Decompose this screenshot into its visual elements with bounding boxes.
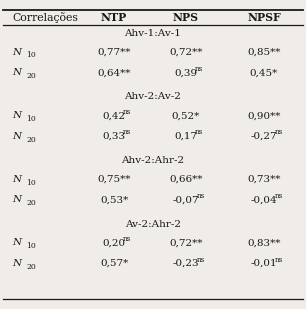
Text: 20: 20 xyxy=(26,136,36,144)
Text: -0,04: -0,04 xyxy=(251,195,277,205)
Text: ns: ns xyxy=(274,129,283,136)
Text: -0,23: -0,23 xyxy=(173,259,199,268)
Text: 0,75**: 0,75** xyxy=(97,175,131,184)
Text: ns: ns xyxy=(196,256,205,264)
Text: Av-2:Ahr-2: Av-2:Ahr-2 xyxy=(125,220,181,229)
Text: ns: ns xyxy=(274,256,283,264)
Text: Ahv-2:Ahr-2: Ahv-2:Ahr-2 xyxy=(121,156,185,165)
Text: N: N xyxy=(12,239,21,248)
Text: NPSF: NPSF xyxy=(247,12,281,23)
Text: N: N xyxy=(12,68,21,77)
Text: Ahv-2:Av-2: Ahv-2:Av-2 xyxy=(125,92,181,101)
Text: 0,90**: 0,90** xyxy=(247,111,281,120)
Text: 20: 20 xyxy=(26,263,36,271)
Text: ns: ns xyxy=(123,129,131,136)
Text: 10: 10 xyxy=(26,115,36,123)
Text: 0,53*: 0,53* xyxy=(100,195,128,205)
Text: Correlações: Correlações xyxy=(12,12,78,23)
Text: 20: 20 xyxy=(26,199,36,207)
Text: ns: ns xyxy=(196,192,205,200)
Text: 10: 10 xyxy=(26,242,36,250)
Text: N: N xyxy=(12,132,21,141)
Text: ns: ns xyxy=(195,65,203,73)
Text: N: N xyxy=(12,48,21,57)
Text: 0,72**: 0,72** xyxy=(169,239,203,248)
Text: 0,17: 0,17 xyxy=(174,132,198,141)
Text: NPS: NPS xyxy=(173,12,199,23)
Text: 0,64**: 0,64** xyxy=(97,68,131,77)
Text: 0,39: 0,39 xyxy=(174,68,198,77)
Text: 0,42: 0,42 xyxy=(103,111,125,120)
Text: 0,72**: 0,72** xyxy=(169,48,203,57)
Text: Ahv-1:Av-1: Ahv-1:Av-1 xyxy=(125,29,181,38)
Text: 0,66**: 0,66** xyxy=(169,175,203,184)
Text: 0,45*: 0,45* xyxy=(250,68,278,77)
Text: ns: ns xyxy=(195,129,203,136)
Text: NTP: NTP xyxy=(101,12,127,23)
Text: N: N xyxy=(12,175,21,184)
Text: N: N xyxy=(12,195,21,205)
Text: ns: ns xyxy=(123,108,131,116)
Text: 0,83**: 0,83** xyxy=(247,239,281,248)
Text: 0,73**: 0,73** xyxy=(247,175,281,184)
Text: ns: ns xyxy=(274,192,283,200)
Text: 0,77**: 0,77** xyxy=(97,48,131,57)
Text: 0,52*: 0,52* xyxy=(172,111,200,120)
Text: 20: 20 xyxy=(26,72,36,80)
Text: ns: ns xyxy=(123,235,131,243)
Text: 10: 10 xyxy=(26,179,36,187)
Text: 0,33: 0,33 xyxy=(103,132,125,141)
Text: 10: 10 xyxy=(26,52,36,59)
Text: 0,20: 0,20 xyxy=(103,239,125,248)
Text: 0,57*: 0,57* xyxy=(100,259,128,268)
Text: -0,07: -0,07 xyxy=(173,195,199,205)
Text: -0,27: -0,27 xyxy=(251,132,277,141)
Text: -0,01: -0,01 xyxy=(251,259,277,268)
Text: N: N xyxy=(12,259,21,268)
Text: N: N xyxy=(12,111,21,120)
Text: 0,85**: 0,85** xyxy=(247,48,281,57)
